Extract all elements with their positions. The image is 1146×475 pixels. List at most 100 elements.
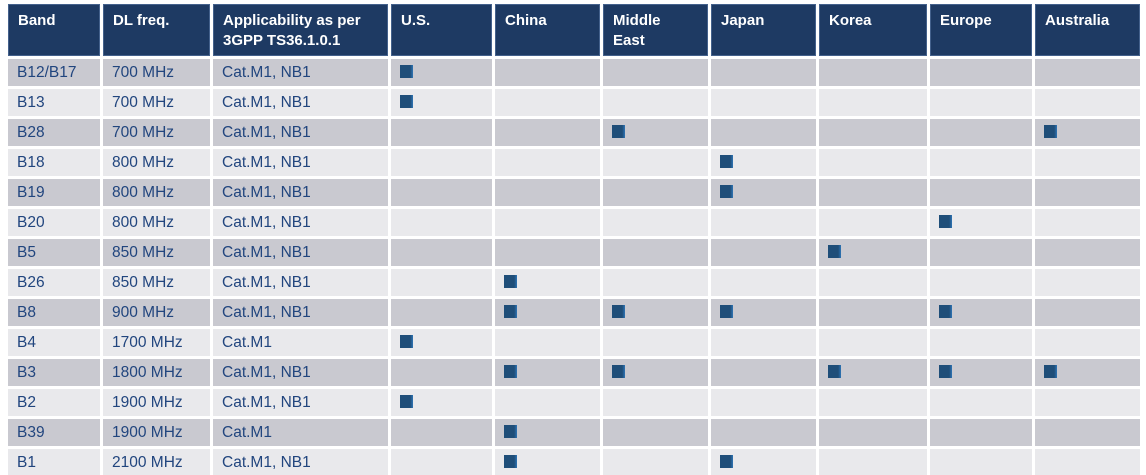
region-cell-middle-east [603,299,708,326]
region-cell-europe [930,269,1032,296]
region-cell-middle-east [603,359,708,386]
table-row: B5 850 MHz Cat.M1, NB1 [8,239,1140,266]
band-cell: B3 [8,359,100,386]
column-header-u-s: U.S. [391,4,492,56]
presence-marker-square-icon [939,304,952,318]
presence-marker-square-icon [400,394,413,408]
region-cell-china [495,359,600,386]
table-body: B12/B17 700 MHz Cat.M1, NB1 B13 700 MHz Cat.M… [8,59,1140,475]
dl-freq-cell: 800 MHz [103,149,210,176]
applicability-cell: Cat.M1, NB1 [213,179,388,206]
column-header-korea: Korea [819,4,927,56]
column-header-label: Middle East [613,12,661,49]
region-cell-korea [819,299,927,326]
region-cell-china [495,59,600,86]
region-cell-japan [711,239,816,266]
band-cell: B8 [8,299,100,326]
dl-freq-cell: 1800 MHz [103,359,210,386]
presence-marker-square-icon [939,364,952,378]
band-cell: B19 [8,179,100,206]
applicability-cell: Cat.M1, NB1 [213,89,388,116]
region-cell-u-s [391,359,492,386]
presence-marker-square-icon [939,214,952,228]
region-cell-u-s [391,329,492,356]
region-cell-china [495,149,600,176]
dl-freq-cell: 850 MHz [103,239,210,266]
region-cell-australia [1035,329,1140,356]
dl-freq-cell: 1900 MHz [103,419,210,446]
region-cell-australia [1035,239,1140,266]
presence-marker-square-icon [1044,124,1057,138]
band-cell: B12/B17 [8,59,100,86]
applicability-cell: Cat.M1, NB1 [213,359,388,386]
region-cell-korea [819,269,927,296]
table-row: B39 1900 MHz Cat.M1 [8,419,1140,446]
region-cell-korea [819,179,927,206]
region-cell-japan [711,119,816,146]
region-cell-u-s [391,119,492,146]
region-cell-middle-east [603,209,708,236]
column-header-label: DL freq. [113,12,170,29]
band-applicability-table: Band DL freq. Applicability as per 3GPP TS… [5,1,1143,475]
region-cell-korea [819,239,927,266]
band-cell: B18 [8,149,100,176]
column-header-australia: Australia [1035,4,1140,56]
region-cell-middle-east [603,239,708,266]
table-row: B3 1800 MHz Cat.M1, NB1 [8,359,1140,386]
presence-marker-square-icon [612,364,625,378]
region-cell-japan [711,329,816,356]
presence-marker-square-icon [612,304,625,318]
region-cell-australia [1035,419,1140,446]
presence-marker-square-icon [720,184,733,198]
region-cell-korea [819,59,927,86]
region-cell-china [495,449,600,475]
region-cell-japan [711,299,816,326]
region-cell-middle-east [603,179,708,206]
region-cell-japan [711,269,816,296]
presence-marker-square-icon [612,124,625,138]
presence-marker-square-icon [504,274,517,288]
region-cell-europe [930,299,1032,326]
region-cell-china [495,269,600,296]
dl-freq-cell: 800 MHz [103,179,210,206]
region-cell-australia [1035,449,1140,475]
presence-marker-square-icon [400,64,413,78]
dl-freq-cell: 2100 MHz [103,449,210,475]
region-cell-middle-east [603,329,708,356]
region-cell-middle-east [603,119,708,146]
column-header-middle-east: Middle East [603,4,708,56]
band-cell: B4 [8,329,100,356]
region-cell-japan [711,209,816,236]
column-header-label: Australia [1045,12,1110,29]
region-cell-china [495,389,600,416]
column-header-band: Band [8,4,100,56]
presence-marker-square-icon [504,364,517,378]
region-cell-u-s [391,449,492,475]
applicability-cell: Cat.M1, NB1 [213,239,388,266]
region-cell-australia [1035,389,1140,416]
column-header-label: Europe [940,12,992,29]
dl-freq-cell: 1900 MHz [103,389,210,416]
region-cell-japan [711,449,816,475]
applicability-cell: Cat.M1 [213,329,388,356]
table-row: B28 700 MHz Cat.M1, NB1 [8,119,1140,146]
column-header-label: Korea [829,12,872,29]
table-row: B8 900 MHz Cat.M1, NB1 [8,299,1140,326]
region-cell-middle-east [603,389,708,416]
region-cell-australia [1035,359,1140,386]
region-cell-u-s [391,299,492,326]
region-cell-europe [930,449,1032,475]
region-cell-u-s [391,179,492,206]
region-cell-japan [711,59,816,86]
table-row: B1 2100 MHz Cat.M1, NB1 [8,449,1140,475]
presence-marker-square-icon [828,364,841,378]
column-header-label: Applicability as per 3GPP TS36.1.0.1 [223,12,361,49]
column-header-label: China [505,12,547,29]
band-cell: B2 [8,389,100,416]
applicability-cell: Cat.M1, NB1 [213,209,388,236]
dl-freq-cell: 700 MHz [103,89,210,116]
table-row: B18 800 MHz Cat.M1, NB1 [8,149,1140,176]
region-cell-europe [930,179,1032,206]
region-cell-europe [930,149,1032,176]
region-cell-u-s [391,59,492,86]
